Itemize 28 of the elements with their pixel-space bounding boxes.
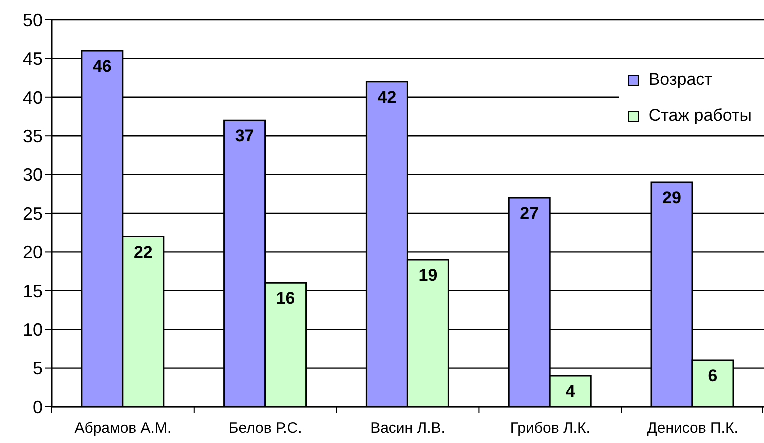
y-tick-label: 15 (22, 281, 43, 302)
data-label: 19 (418, 266, 438, 286)
y-tick-label: 40 (22, 88, 43, 108)
legend-label: Возраст (648, 69, 712, 91)
x-tick-label: Белов Р.С. (228, 420, 302, 437)
y-tick-label: 45 (22, 49, 43, 70)
data-label: 4 (566, 382, 576, 402)
data-label: 42 (378, 88, 397, 107)
data-label: 46 (92, 57, 112, 76)
data-label: 22 (134, 242, 153, 262)
y-tick-label: 30 (22, 165, 43, 186)
x-tick-label: Васин Л.В. (370, 420, 446, 437)
y-tick-label: 50 (22, 10, 43, 30)
data-label: 29 (662, 188, 682, 208)
y-tick-label: 0 (32, 397, 43, 418)
y-tick-label: 20 (22, 242, 43, 263)
data-label: 6 (708, 366, 718, 386)
y-tick-label: 35 (22, 126, 43, 146)
legend-label: Стаж работы (648, 105, 752, 127)
data-label: 37 (235, 126, 254, 146)
x-tick-label: Грибов Л.К. (510, 420, 590, 437)
data-label: 27 (520, 204, 540, 224)
y-tick-label: 5 (32, 358, 43, 379)
y-tick-label: 25 (22, 204, 43, 224)
x-tick-label: Денисов П.К. (647, 420, 738, 437)
x-tick-label: Абрамов А.М. (74, 420, 172, 437)
y-tick-label: 10 (22, 320, 43, 340)
data-label: 16 (276, 289, 296, 308)
